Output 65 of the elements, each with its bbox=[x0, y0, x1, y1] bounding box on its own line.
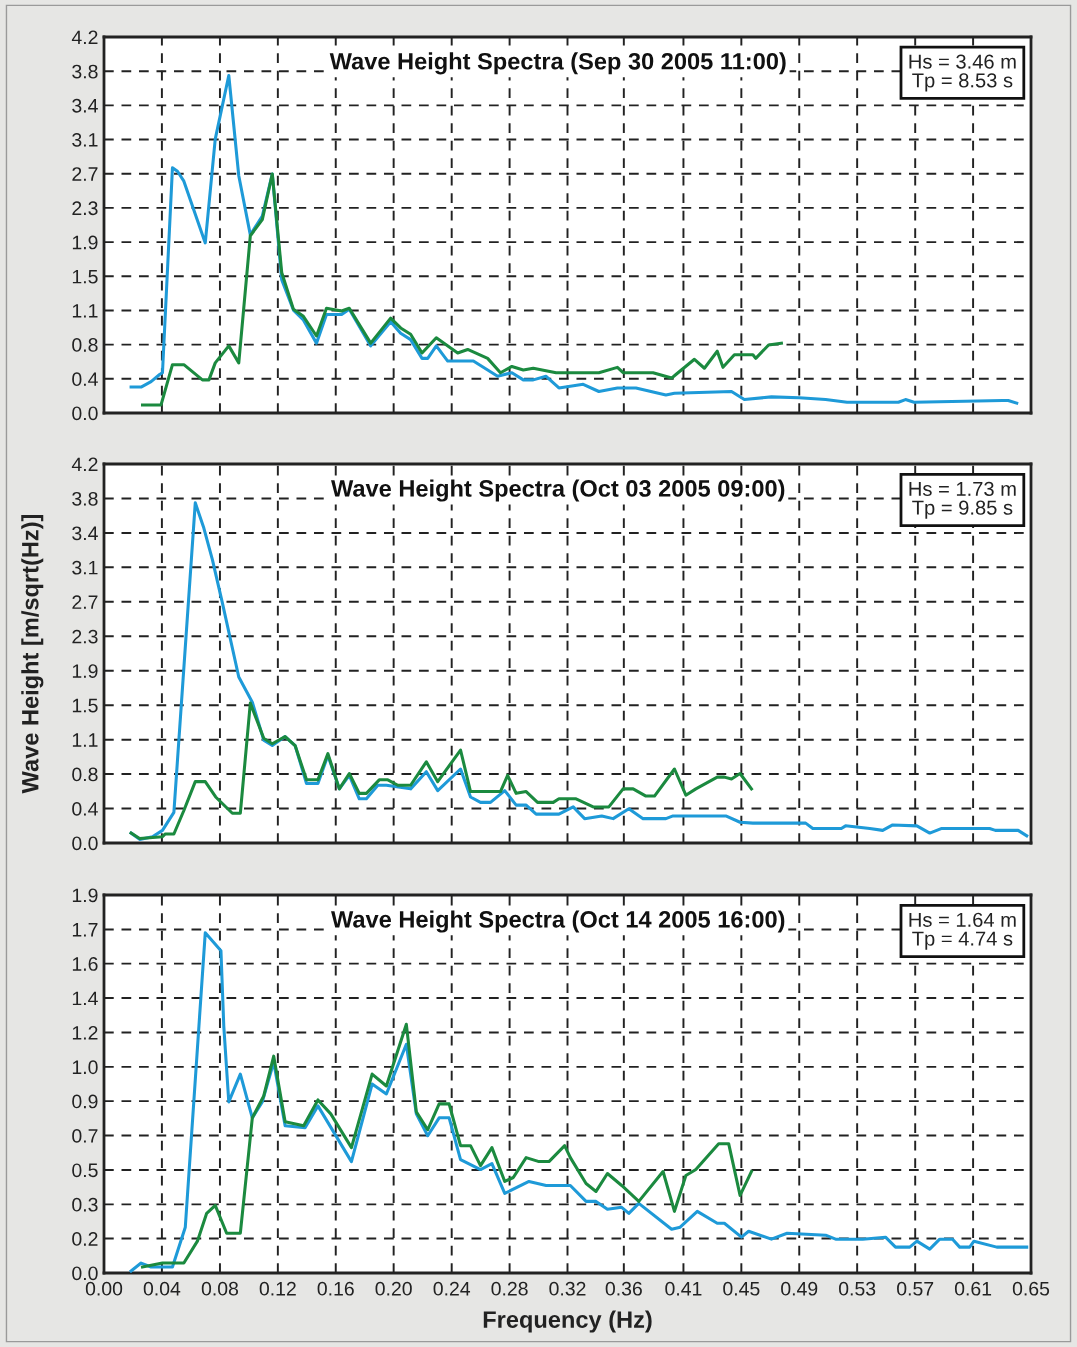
x-tick-label: 0.61 bbox=[954, 1281, 992, 1296]
y-tick-label: 0.4 bbox=[72, 802, 98, 816]
x-tick-label: 0.57 bbox=[897, 1281, 934, 1296]
x-tick-label: 0.12 bbox=[259, 1281, 296, 1296]
y-tick-label: 1.5 bbox=[72, 269, 98, 284]
x-tick-label: 0.16 bbox=[317, 1281, 354, 1296]
y-tick-label: 1.1 bbox=[72, 304, 98, 318]
y-tick-label: 0.5 bbox=[72, 1163, 98, 1178]
y-tick-label: 0.8 bbox=[72, 767, 98, 782]
y-tick-label: 4.2 bbox=[71, 457, 98, 472]
annotation: Hs = 1.73 m Tp = 9.85 s bbox=[909, 481, 1016, 519]
x-axis-title: Frequency (Hz) bbox=[483, 1310, 652, 1333]
y-tick-label: 0.7 bbox=[72, 1129, 98, 1143]
y-tick-label: 2.7 bbox=[72, 595, 98, 609]
y-tick-label: 2.3 bbox=[72, 201, 98, 216]
y-tick-label: 0.4 bbox=[72, 372, 98, 387]
y-tick-label: 3.1 bbox=[72, 560, 98, 575]
y-tick-label: 1.5 bbox=[72, 698, 98, 713]
y-tick-label: 3.4 bbox=[72, 98, 98, 113]
x-tick-label: 0.00 bbox=[85, 1281, 123, 1296]
line-series bbox=[129, 701, 753, 841]
y-tick-label: 1.9 bbox=[72, 888, 98, 903]
y-tick-label: 0.9 bbox=[72, 1094, 98, 1109]
x-tick-label: 0.08 bbox=[201, 1281, 239, 1296]
x-tick-label: 0.65 bbox=[1012, 1281, 1050, 1296]
y-tick-label: 1.7 bbox=[72, 923, 98, 937]
y-tick-label: 3.4 bbox=[72, 526, 98, 541]
y-tick-label: 1.1 bbox=[72, 733, 98, 747]
y-tick-label: 2.3 bbox=[72, 629, 98, 644]
y-tick-label: 1.6 bbox=[72, 957, 98, 971]
y-tick-label: 3.8 bbox=[72, 64, 98, 79]
text: Wave Height Spectra (Sep 30 2005 11:00) bbox=[329, 52, 786, 75]
x-tick-label: 0.49 bbox=[781, 1281, 818, 1296]
y-tick-label: 0.0 bbox=[72, 406, 98, 421]
x-tick-label: 0.36 bbox=[605, 1281, 642, 1296]
y-tick-label: 3.1 bbox=[72, 132, 98, 147]
y-tick-label: 1.0 bbox=[72, 1060, 98, 1075]
x-tick-label: 0.24 bbox=[433, 1281, 471, 1296]
y-tick-label: 4.2 bbox=[71, 30, 98, 45]
x-tick-label: 0.45 bbox=[723, 1281, 760, 1296]
y-tick-label: 1.9 bbox=[72, 235, 98, 250]
text: Wave Height Spectra (Oct 14 2005 16:00) bbox=[331, 910, 785, 933]
y-tick-label: 0.0 bbox=[72, 836, 98, 851]
y-tick-label: 3.8 bbox=[72, 491, 98, 506]
line-series bbox=[129, 931, 1029, 1273]
x-tick-label: 0.32 bbox=[549, 1281, 586, 1296]
y-tick-label: 0.3 bbox=[72, 1197, 98, 1212]
y-tick-label: 2.7 bbox=[72, 167, 98, 181]
x-tick-label: 0.28 bbox=[491, 1281, 528, 1296]
x-tick-label: 0.04 bbox=[143, 1281, 181, 1296]
line-series bbox=[140, 1022, 753, 1269]
annotation: Hs = 3.46 m Tp = 8.53 s bbox=[909, 54, 1016, 92]
text: Wave Height Spectra (Oct 03 2005 09:00) bbox=[331, 479, 785, 502]
annotation: Hs = 1.64 m Tp = 4.74 s bbox=[909, 912, 1016, 950]
x-tick-label: 0.20 bbox=[375, 1281, 412, 1296]
y-tick-label: 0.2 bbox=[72, 1232, 98, 1246]
y-tick-label: 1.2 bbox=[72, 1025, 98, 1040]
y-tick-label: 0.8 bbox=[72, 338, 98, 352]
y-tick-label: 1.9 bbox=[72, 664, 98, 678]
y-axis-title: Wave Height [m/sqrt(Hz)] bbox=[21, 514, 44, 794]
x-tick-label: 0.41 bbox=[665, 1281, 702, 1296]
x-tick-label: 0.53 bbox=[838, 1281, 876, 1296]
y-tick-label: 1.4 bbox=[72, 991, 98, 1006]
y-tick-label: 0.0 bbox=[72, 1266, 98, 1281]
line-series bbox=[140, 172, 783, 407]
